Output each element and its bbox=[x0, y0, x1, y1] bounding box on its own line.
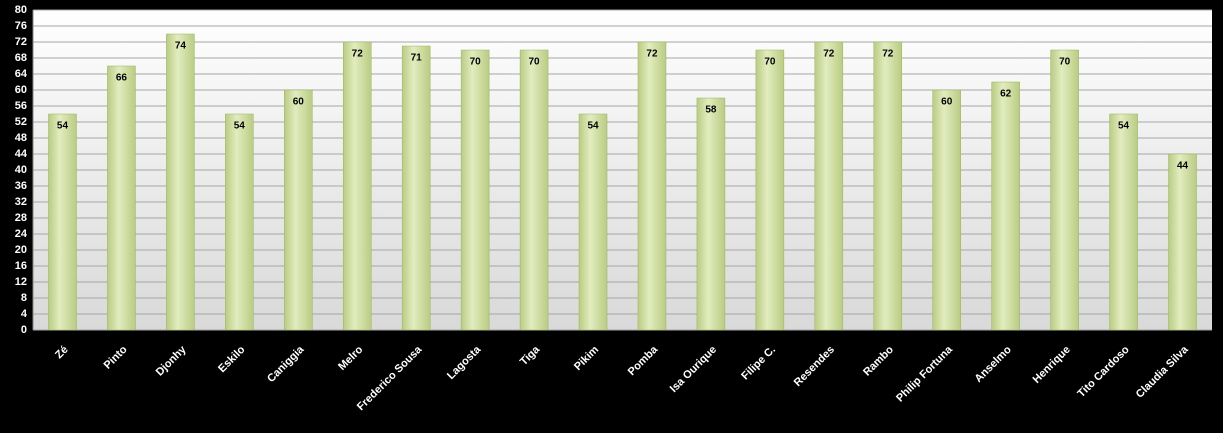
bar bbox=[1050, 49, 1079, 331]
x-tick-label: Filipe C. bbox=[739, 344, 778, 383]
y-tick-label: 44 bbox=[15, 148, 28, 160]
bar bbox=[284, 89, 313, 331]
bar bbox=[1109, 113, 1138, 331]
x-tick-label: Tito Cardoso bbox=[1075, 343, 1132, 400]
y-tick-label: 72 bbox=[15, 36, 27, 48]
y-tick-label: 32 bbox=[15, 196, 27, 208]
data-label: 70 bbox=[470, 57, 482, 68]
bar bbox=[991, 81, 1020, 331]
bar bbox=[637, 41, 667, 331]
x-tick-label: Philip Fortuna bbox=[894, 343, 955, 404]
data-label: 72 bbox=[823, 49, 835, 60]
y-tick-label: 20 bbox=[15, 244, 27, 256]
bar bbox=[932, 89, 961, 331]
x-tick-label: Zé bbox=[53, 344, 71, 362]
y-tick-label: 16 bbox=[15, 260, 27, 272]
bar bbox=[225, 113, 254, 331]
y-tick-label: 0 bbox=[21, 324, 27, 336]
bar bbox=[755, 49, 785, 331]
bar bbox=[166, 33, 195, 331]
data-label: 71 bbox=[411, 53, 423, 64]
y-tick-label: 68 bbox=[15, 52, 27, 64]
y-tick-label: 76 bbox=[15, 20, 27, 32]
data-label: 60 bbox=[293, 97, 305, 108]
data-label: 72 bbox=[882, 49, 894, 60]
y-tick-label: 60 bbox=[15, 84, 27, 96]
x-tick-label: Djonhy bbox=[154, 343, 189, 378]
y-tick-label: 64 bbox=[15, 68, 28, 80]
data-label: 70 bbox=[529, 57, 541, 68]
x-tick-label: Caniggia bbox=[265, 343, 307, 385]
y-tick-label: 80 bbox=[15, 4, 27, 16]
data-label: 72 bbox=[352, 49, 364, 60]
y-tick-label: 40 bbox=[15, 164, 27, 176]
y-tick-label: 24 bbox=[15, 228, 28, 240]
data-label: 54 bbox=[587, 121, 599, 132]
y-tick-label: 12 bbox=[15, 276, 27, 288]
x-tick-label: Lagosta bbox=[445, 343, 484, 382]
x-tick-label: Claudia Silva bbox=[1134, 343, 1192, 401]
bar bbox=[814, 41, 844, 331]
x-tick-label: Eskilo bbox=[216, 343, 248, 375]
data-label: 54 bbox=[57, 121, 69, 132]
bar bbox=[1168, 153, 1197, 331]
y-tick-label: 4 bbox=[21, 308, 28, 320]
x-tick-label: Resendes bbox=[792, 344, 837, 389]
y-tick-label: 28 bbox=[15, 212, 27, 224]
x-tick-label: Tiga bbox=[518, 343, 543, 368]
bar bbox=[342, 41, 372, 331]
bar bbox=[519, 49, 549, 331]
data-label: 60 bbox=[941, 97, 953, 108]
x-tick-label: Frederico Sousa bbox=[355, 343, 425, 413]
bar bbox=[460, 49, 490, 331]
data-label: 54 bbox=[1118, 121, 1130, 132]
x-tick-label: Isa Ourique bbox=[668, 344, 719, 395]
bar bbox=[873, 41, 903, 331]
x-tick-label: Rambo bbox=[861, 343, 896, 378]
bar bbox=[107, 65, 136, 331]
data-label: 44 bbox=[1177, 161, 1189, 172]
data-label: 74 bbox=[175, 41, 187, 52]
x-tick-label: Henrique bbox=[1031, 344, 1073, 386]
x-tick-label: Pinto bbox=[102, 343, 130, 371]
bar bbox=[578, 113, 608, 331]
data-label: 72 bbox=[646, 49, 658, 60]
bar bbox=[696, 97, 726, 331]
y-tick-label: 48 bbox=[15, 132, 27, 144]
data-label: 54 bbox=[234, 121, 246, 132]
data-label: 58 bbox=[705, 105, 717, 116]
y-tick-label: 56 bbox=[15, 100, 27, 112]
bar bbox=[401, 45, 431, 331]
bar bbox=[48, 113, 77, 331]
x-tick-label: Pikim bbox=[572, 344, 601, 373]
x-tick-label: Melro bbox=[336, 343, 365, 372]
y-tick-label: 8 bbox=[21, 292, 27, 304]
x-tick-label: Pomba bbox=[626, 343, 661, 378]
data-label: 62 bbox=[1000, 89, 1012, 100]
data-label: 70 bbox=[764, 57, 776, 68]
y-tick-label: 52 bbox=[15, 116, 27, 128]
data-label: 66 bbox=[116, 73, 128, 84]
data-label: 70 bbox=[1059, 57, 1071, 68]
x-tick-label: Anselmo bbox=[973, 344, 1015, 386]
y-tick-label: 36 bbox=[15, 180, 27, 192]
